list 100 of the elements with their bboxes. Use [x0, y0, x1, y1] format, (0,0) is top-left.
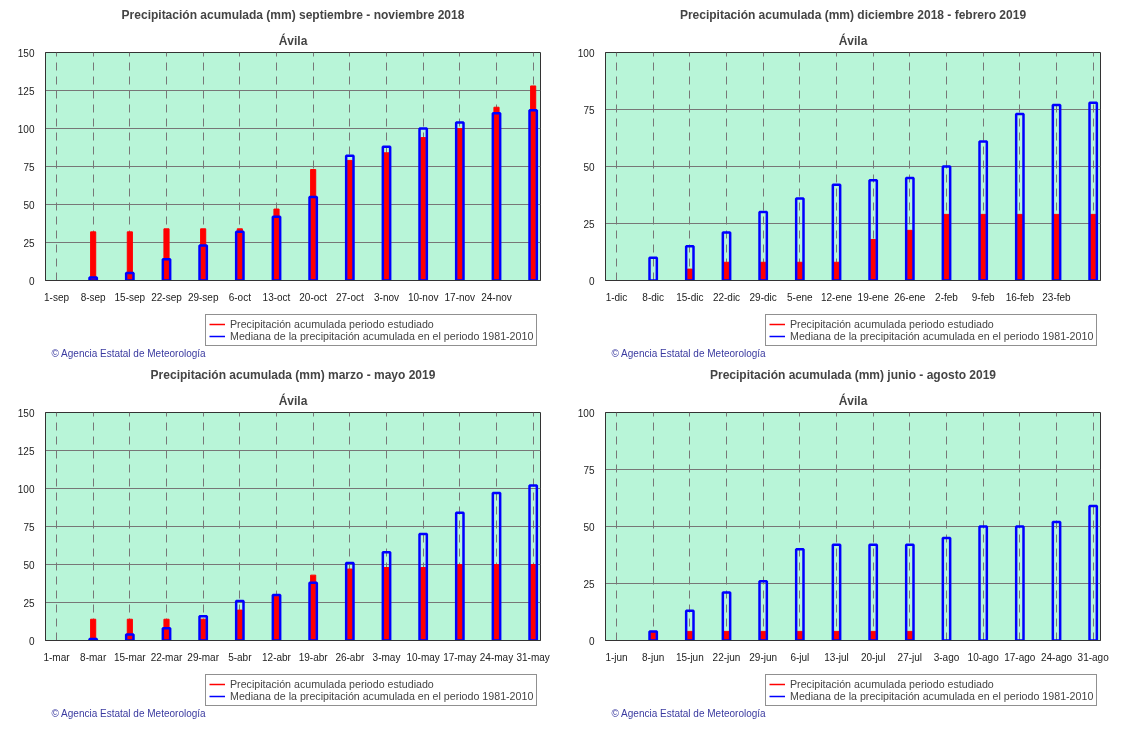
bar	[904, 543, 915, 641]
x-tick-label: 15-dic	[676, 291, 704, 303]
bar	[684, 245, 695, 281]
legend-label: Precipitación acumulada periodo estudiado	[790, 318, 994, 330]
y-tick-label: 50	[23, 559, 35, 571]
x-tick-label: 29-dic	[749, 291, 777, 303]
legend-label: Mediana de la precipitación acumulada en el periodo 1981-2010	[230, 330, 534, 342]
y-tick-label: 125	[17, 85, 35, 97]
y-tick-label: 50	[583, 521, 595, 533]
bar	[648, 256, 659, 281]
x-tick-label: 8-sep	[80, 291, 107, 303]
x-tick-label: 27-oct	[335, 291, 364, 303]
bar	[1051, 520, 1062, 641]
x-tick-label: 10-may	[406, 651, 440, 663]
x-tick-label: 26-abr	[335, 651, 365, 663]
y-tick-label: 75	[583, 464, 595, 476]
legend-label: Precipitación acumulada periodo estudiado	[790, 678, 994, 690]
y-tick-label: 100	[17, 123, 35, 135]
chart-title: Precipitación acumulada (mm) diciembre 2018 - febrero 2019	[679, 7, 1027, 22]
x-tick-label: 19-ene	[857, 291, 890, 303]
x-tick-label: 15-sep	[114, 291, 146, 303]
x-tick-label: 12-ene	[820, 291, 853, 303]
y-tick-label: 75	[23, 161, 35, 173]
bar	[381, 145, 392, 281]
bar	[941, 536, 952, 641]
x-tick-label: 3-ago	[933, 651, 960, 663]
chart-subtitle: Ávila	[278, 32, 308, 48]
legend-label: Precipitación acumulada periodo estudiado	[230, 678, 434, 690]
x-tick-label: 6-jul	[790, 651, 810, 663]
x-tick-label: 10-ago	[967, 651, 1000, 663]
x-tick-label: 6-oct	[228, 291, 252, 303]
bar	[344, 154, 355, 281]
bar	[198, 614, 209, 641]
x-tick-label: 1-mar	[43, 651, 71, 663]
bar	[454, 511, 465, 641]
bar	[418, 127, 429, 281]
bar	[684, 609, 695, 641]
x-tick-label: 31-may	[516, 651, 550, 663]
y-tick-label: 100	[17, 483, 35, 495]
x-tick-label: 1-sep	[43, 291, 70, 303]
x-tick-label: 17-ago	[1004, 651, 1036, 663]
x-tick-label: 5-ene	[787, 291, 814, 303]
x-tick-label: 17-nov	[444, 291, 476, 303]
text: © Agencia Estatal de Meteorología	[51, 347, 207, 359]
y-tick-label: 25	[583, 578, 595, 590]
y-tick-label: 25	[23, 237, 35, 249]
x-tick-label: 8-dic	[642, 291, 665, 303]
y-tick-label: 0	[28, 635, 35, 647]
x-tick-label: 22-sep	[151, 291, 183, 303]
bar	[124, 271, 135, 281]
bar	[1088, 101, 1099, 281]
x-tick-label: 24-ago	[1040, 651, 1073, 663]
x-tick-label: 20-oct	[299, 291, 328, 303]
x-tick-label: 1-dic	[605, 291, 628, 303]
x-tick-label: 22-dic	[712, 291, 741, 303]
x-tick-label: 5-abr	[228, 651, 253, 663]
bar	[161, 627, 172, 641]
x-tick-label: 24-nov	[481, 291, 512, 303]
bar	[198, 244, 209, 281]
x-tick-label: 27-jul	[897, 651, 923, 663]
x-tick-label: 26-ene	[894, 291, 926, 303]
bar	[234, 599, 245, 641]
x-tick-label: 16-feb	[1005, 291, 1035, 303]
x-tick-label: 31-ago	[1077, 651, 1110, 663]
x-tick-label: 29-sep	[187, 291, 219, 303]
bar	[1014, 112, 1025, 281]
bar	[794, 197, 805, 281]
bar	[344, 561, 355, 641]
chart-title: Precipitación acumulada (mm) septiembre - noviembre 2018	[121, 7, 465, 22]
chart-subtitle: Ávila	[838, 32, 868, 48]
chart-title: Precipitación acumulada (mm) junio - agosto 2019	[709, 367, 997, 382]
y-tick-label: 50	[583, 161, 595, 173]
y-tick-label: 25	[23, 597, 35, 609]
legend-label: Precipitación acumulada periodo estudiado	[230, 318, 434, 330]
x-tick-label: 19-abr	[298, 651, 329, 663]
text: © Agencia Estatal de Meteorología	[51, 707, 207, 719]
y-tick-label: 0	[28, 275, 35, 287]
x-tick-label: 9-feb	[971, 291, 995, 303]
y-tick-label: 75	[23, 521, 35, 533]
y-tick-label: 100	[577, 407, 595, 419]
x-tick-label: 17-may	[443, 651, 477, 663]
text: © Agencia Estatal de Meteorología	[611, 347, 767, 359]
bar	[1088, 504, 1099, 641]
y-tick-label: 75	[583, 104, 595, 116]
bar	[758, 579, 769, 641]
bar	[831, 543, 842, 641]
chart-subtitle: Ávila	[838, 392, 868, 408]
bar	[418, 532, 429, 641]
bar	[491, 112, 502, 281]
x-tick-label: 13-oct	[262, 291, 291, 303]
y-tick-label: 0	[588, 635, 595, 647]
chart-subtitle: Ávila	[278, 392, 308, 408]
y-tick-label: 150	[17, 47, 35, 59]
bar	[794, 548, 805, 641]
x-tick-label: 3-nov	[373, 291, 400, 303]
x-tick-label: 29-jun	[749, 651, 778, 663]
legend-label: Mediana de la precipitación acumulada en el periodo 1981-2010	[790, 690, 1094, 702]
x-tick-label: 13-jul	[824, 651, 849, 663]
text: © Agencia Estatal de Meteorología	[611, 707, 767, 719]
y-tick-label: 50	[23, 199, 35, 211]
